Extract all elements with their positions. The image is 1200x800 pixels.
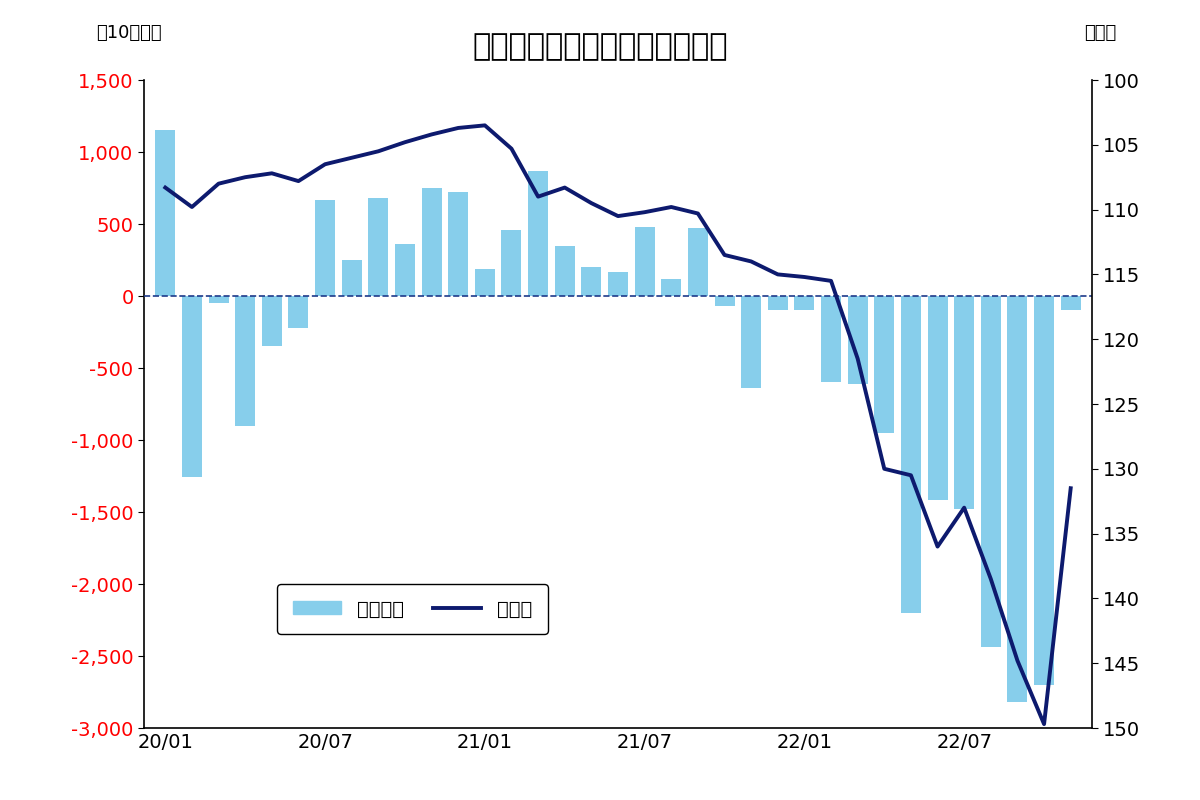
Bar [1008, 296, 1027, 702]
Bar [449, 192, 468, 296]
Bar [661, 278, 682, 296]
Bar [901, 296, 920, 613]
Bar [821, 296, 841, 382]
Bar [342, 260, 361, 296]
Bar [608, 271, 628, 296]
Text: （円）: （円） [1084, 24, 1116, 42]
Text: 日本の貳易収支とドル／円相場: 日本の貳易収支とドル／円相場 [473, 32, 727, 61]
Bar [688, 228, 708, 296]
Bar [635, 227, 655, 296]
Bar [928, 296, 948, 501]
Bar [528, 170, 548, 296]
Bar [209, 296, 228, 303]
Bar [847, 296, 868, 384]
Bar [794, 296, 815, 310]
Bar [768, 296, 787, 310]
Bar [581, 267, 601, 296]
Bar [1061, 296, 1081, 310]
Bar [875, 296, 894, 433]
Bar [395, 244, 415, 296]
Bar [235, 296, 256, 426]
Bar [980, 296, 1001, 647]
Text: （10億円）: （10億円） [96, 24, 162, 42]
Bar [182, 296, 202, 478]
Bar [475, 269, 494, 296]
Bar [554, 246, 575, 296]
Bar [954, 296, 974, 509]
Bar [368, 198, 389, 296]
Bar [502, 230, 522, 296]
Bar [714, 296, 734, 306]
Bar [421, 188, 442, 296]
Bar [288, 296, 308, 328]
Bar [262, 296, 282, 346]
Bar [742, 296, 761, 388]
Legend: 貳易収支, ドル円: 貳易収支, ドル円 [277, 584, 548, 634]
Bar [155, 130, 175, 296]
Bar [1034, 296, 1054, 685]
Bar [316, 199, 335, 296]
